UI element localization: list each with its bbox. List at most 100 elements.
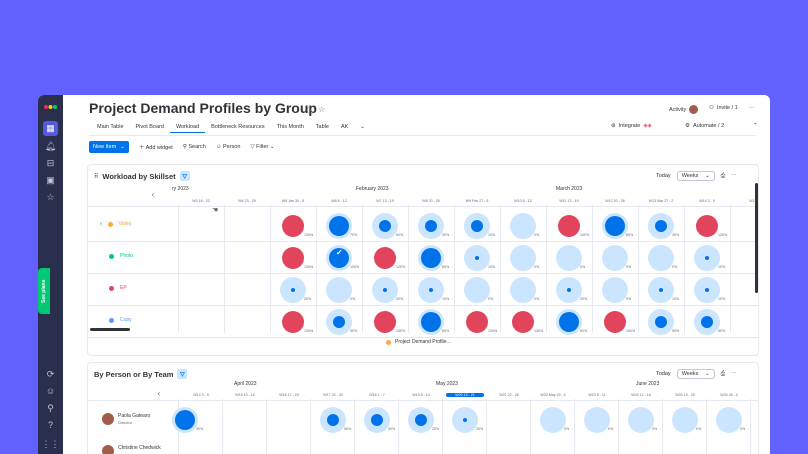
- search-icon[interactable]: ⚲: [47, 403, 54, 413]
- workload-cell[interactable]: 20%: [372, 277, 403, 303]
- workload-cell[interactable]: 0%: [602, 277, 631, 303]
- workload-cell[interactable]: 30%: [418, 213, 449, 239]
- help-icon[interactable]: ?: [47, 420, 53, 430]
- workload-cell[interactable]: 10%: [464, 245, 495, 271]
- automate-button[interactable]: ⚙ Automate / 2: [685, 123, 724, 129]
- invite-members-icon[interactable]: ☺: [45, 386, 56, 396]
- today-button[interactable]: Today: [656, 173, 671, 179]
- workload-cell[interactable]: 80%: [602, 213, 633, 239]
- tab-main-table[interactable]: Main Table: [97, 124, 124, 130]
- monday-logo-icon[interactable]: [43, 100, 58, 110]
- inbox-icon[interactable]: ⊟: [46, 158, 55, 168]
- person-name[interactable]: Christine Chedwick: [118, 445, 161, 451]
- drag-handle-icon[interactable]: ⠿: [94, 173, 99, 180]
- workload-cell[interactable]: 60%: [694, 309, 725, 335]
- add-widget-button[interactable]: ＋ Add widget: [139, 143, 173, 151]
- tab-workload[interactable]: Workload: [169, 123, 206, 133]
- more-icon[interactable]: ⋯: [731, 173, 737, 179]
- person-workload-cell[interactable]: 0%: [716, 407, 745, 433]
- workload-cell[interactable]: 80%: [418, 309, 449, 335]
- person-workload-cell[interactable]: 20%: [408, 407, 439, 433]
- person-workload-cell[interactable]: 0%: [672, 407, 701, 433]
- person-avatar[interactable]: [102, 445, 114, 454]
- workload-cell[interactable]: 50%: [326, 309, 357, 335]
- filter-button[interactable]: ▽ Filter ⌄: [250, 144, 274, 150]
- person-workload-cell[interactable]: 0%: [540, 407, 569, 433]
- workload-cell[interactable]: 40%: [648, 213, 679, 239]
- workload-cell[interactable]: 130%: [280, 213, 313, 239]
- filter-icon[interactable]: ▽: [179, 171, 190, 181]
- integrations-icon[interactable]: ⟳: [46, 369, 55, 379]
- my-work-icon[interactable]: ▣: [46, 175, 55, 185]
- row-label[interactable]: EP: [100, 285, 127, 291]
- workload-cell[interactable]: 120%: [694, 213, 727, 239]
- workload-cell[interactable]: 0%: [326, 277, 355, 303]
- favorites-icon[interactable]: ☆: [46, 192, 55, 202]
- export-icon[interactable]: ⎙: [720, 172, 726, 179]
- scroll-left-chevron-icon[interactable]: ‹: [151, 190, 155, 199]
- horizontal-scrollbar[interactable]: [90, 328, 130, 331]
- chevron-down-icon[interactable]: ⌄: [120, 144, 125, 150]
- integrate-button[interactable]: ⊛ Integrate ◈◈: [611, 123, 652, 129]
- scroll-left-chevron-icon[interactable]: ‹: [157, 389, 161, 398]
- workload-cell[interactable]: 20%: [280, 277, 311, 303]
- row-label[interactable]: Photo: [100, 253, 133, 259]
- person-workload-cell[interactable]: 50%: [172, 407, 203, 433]
- workload-cell[interactable]: 120%: [372, 245, 405, 271]
- workload-cell[interactable]: 10%: [648, 277, 679, 303]
- search-button[interactable]: ⚲ Search: [183, 144, 206, 150]
- workload-cell[interactable]: 70%: [326, 213, 357, 239]
- person-avatar[interactable]: [102, 413, 114, 425]
- tab-bottleneck-resources[interactable]: Bottleneck Resources: [211, 124, 265, 130]
- tab-ak[interactable]: AK: [340, 124, 349, 130]
- row-label[interactable]: › Video: [100, 221, 132, 227]
- workload-cell[interactable]: 20%: [556, 277, 587, 303]
- workload-cell[interactable]: 100%: [326, 245, 359, 271]
- workload-cell[interactable]: 10%: [418, 277, 449, 303]
- workload-cell[interactable]: 100%: [556, 213, 589, 239]
- workload-cell[interactable]: 0%: [556, 245, 585, 271]
- today-button[interactable]: Today: [656, 371, 671, 377]
- tab-this-month[interactable]: This Month: [276, 124, 304, 130]
- tab-pivot-board[interactable]: Pivot Board: [135, 124, 164, 130]
- range-select[interactable]: Weeks ⌄: [676, 369, 715, 379]
- workload-cell[interactable]: 10%: [694, 245, 725, 271]
- tab-table[interactable]: Table: [315, 124, 329, 130]
- workspace-icon[interactable]: ▦: [43, 121, 58, 136]
- workload-cell[interactable]: 0%: [602, 245, 631, 271]
- workload-cell[interactable]: 60%: [372, 213, 403, 239]
- more-menu-button[interactable]: ···: [749, 105, 755, 111]
- workload-cell[interactable]: 130%: [280, 309, 313, 335]
- person-workload-cell[interactable]: 0%: [584, 407, 613, 433]
- activity-button[interactable]: Activity: [669, 105, 699, 114]
- more-icon[interactable]: ⋯: [731, 371, 737, 377]
- invite-button[interactable]: ⚇ Invite / 1: [709, 105, 738, 111]
- vertical-scrollbar[interactable]: [755, 183, 758, 293]
- see-plans-button[interactable]: See plans: [38, 268, 50, 314]
- info-icon[interactable]: ⓘ: [307, 106, 315, 115]
- workload-cell[interactable]: 10%: [464, 213, 495, 239]
- person-name[interactable]: Paola Gatearo: [118, 413, 151, 419]
- notifications-icon[interactable]: 🔔︎: [44, 141, 57, 151]
- new-item-button[interactable]: New Item ⌄: [89, 141, 129, 153]
- page-title[interactable]: Project Demand Profiles by Group: [89, 100, 317, 116]
- collapse-header-button[interactable]: ⌃: [753, 123, 758, 129]
- workload-cell[interactable]: 0%: [648, 245, 677, 271]
- workload-cell[interactable]: 130%: [372, 309, 405, 335]
- filter-icon[interactable]: ▽: [177, 369, 188, 379]
- workload-cell[interactable]: 130%: [280, 245, 313, 271]
- row-label[interactable]: Copy: [100, 317, 132, 323]
- star-icon[interactable]: ☆: [318, 105, 326, 114]
- person-filter-button[interactable]: ☺ Person: [216, 144, 241, 150]
- range-select[interactable]: Weeks ⌄: [676, 171, 715, 181]
- person-workload-cell[interactable]: 50%: [364, 407, 395, 433]
- workload-cell[interactable]: 10%: [694, 277, 725, 303]
- workload-cell[interactable]: 130%: [464, 309, 497, 335]
- export-icon[interactable]: ⎙: [720, 370, 726, 377]
- workload-cell[interactable]: 80%: [418, 245, 449, 271]
- person-workload-cell[interactable]: 20%: [452, 407, 483, 433]
- workload-cell[interactable]: 50%: [648, 309, 679, 335]
- expand-chevron-icon[interactable]: ›: [100, 221, 102, 227]
- workload-cell[interactable]: 130%: [510, 309, 543, 335]
- workload-cell[interactable]: 0%: [510, 277, 539, 303]
